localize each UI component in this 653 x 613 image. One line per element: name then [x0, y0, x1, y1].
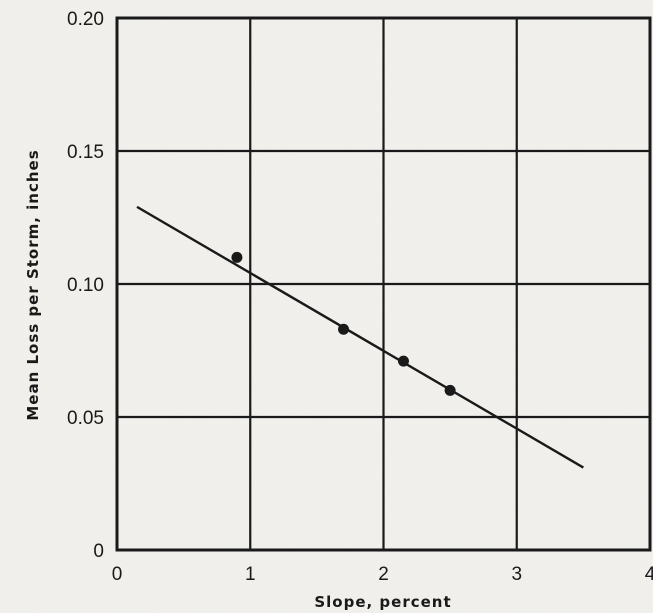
y-tick-label-0.10: 0.10 [67, 275, 104, 296]
tick-labels: 0 1 2 3 4 0 0.05 0.10 0.15 0.20 [67, 9, 653, 585]
y-tick-label-0.20: 0.20 [67, 9, 104, 30]
y-tick-label-0.05: 0.05 [67, 408, 104, 429]
fitted-trend-line [136, 205, 584, 469]
plot-frame [115, 16, 652, 552]
x-axis-label: Slope, percent [314, 593, 451, 611]
y-axis-label: Mean Loss per Storm, inches [24, 149, 42, 420]
y-tick-label-0: 0 [93, 541, 104, 562]
plot-series [136, 205, 584, 469]
x-tick-label-3: 3 [511, 564, 522, 585]
y-tick-label-0.15: 0.15 [67, 142, 104, 163]
grid [117, 18, 650, 550]
x-tick-label-2: 2 [378, 564, 389, 585]
x-tick-label-0: 0 [112, 564, 123, 585]
x-tick-label-1: 1 [245, 564, 256, 585]
data-point-1 [231, 251, 243, 263]
plot-border [115, 16, 652, 552]
x-tick-label-4: 4 [645, 564, 653, 585]
